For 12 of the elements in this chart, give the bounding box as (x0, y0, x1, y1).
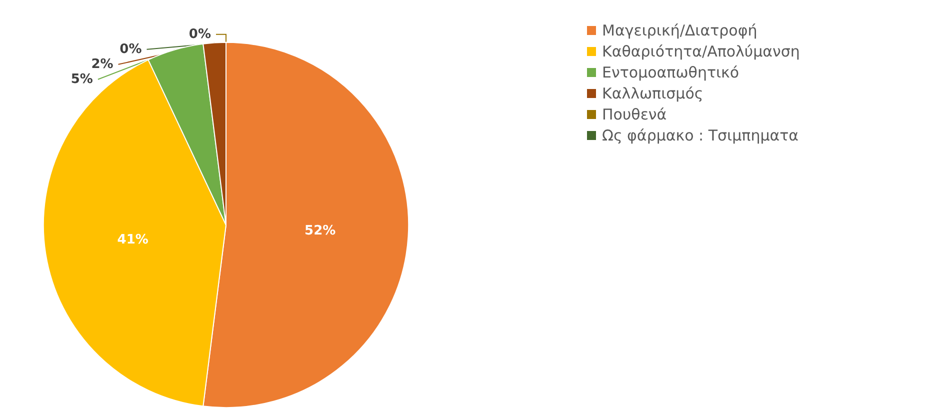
data-label: 2% (91, 56, 114, 72)
legend-label: Πουθενά (602, 106, 667, 124)
legend-label: Εντομοαπωθητικό (602, 64, 740, 82)
legend-label: Ως φάρμακο : Τσιμπηματα (602, 126, 799, 144)
data-label: 52% (304, 223, 336, 238)
text: 0% (120, 42, 142, 57)
legend-label: Μαγειρική/Διατροφή (602, 22, 758, 40)
legend-label: Καλλωπισμός (602, 84, 704, 102)
text: 0% (188, 26, 211, 42)
data-label: 41% (117, 232, 148, 248)
data-label: 5% (70, 72, 93, 87)
legend-label: Καθαριότητα/Απολύμανση (602, 42, 800, 60)
